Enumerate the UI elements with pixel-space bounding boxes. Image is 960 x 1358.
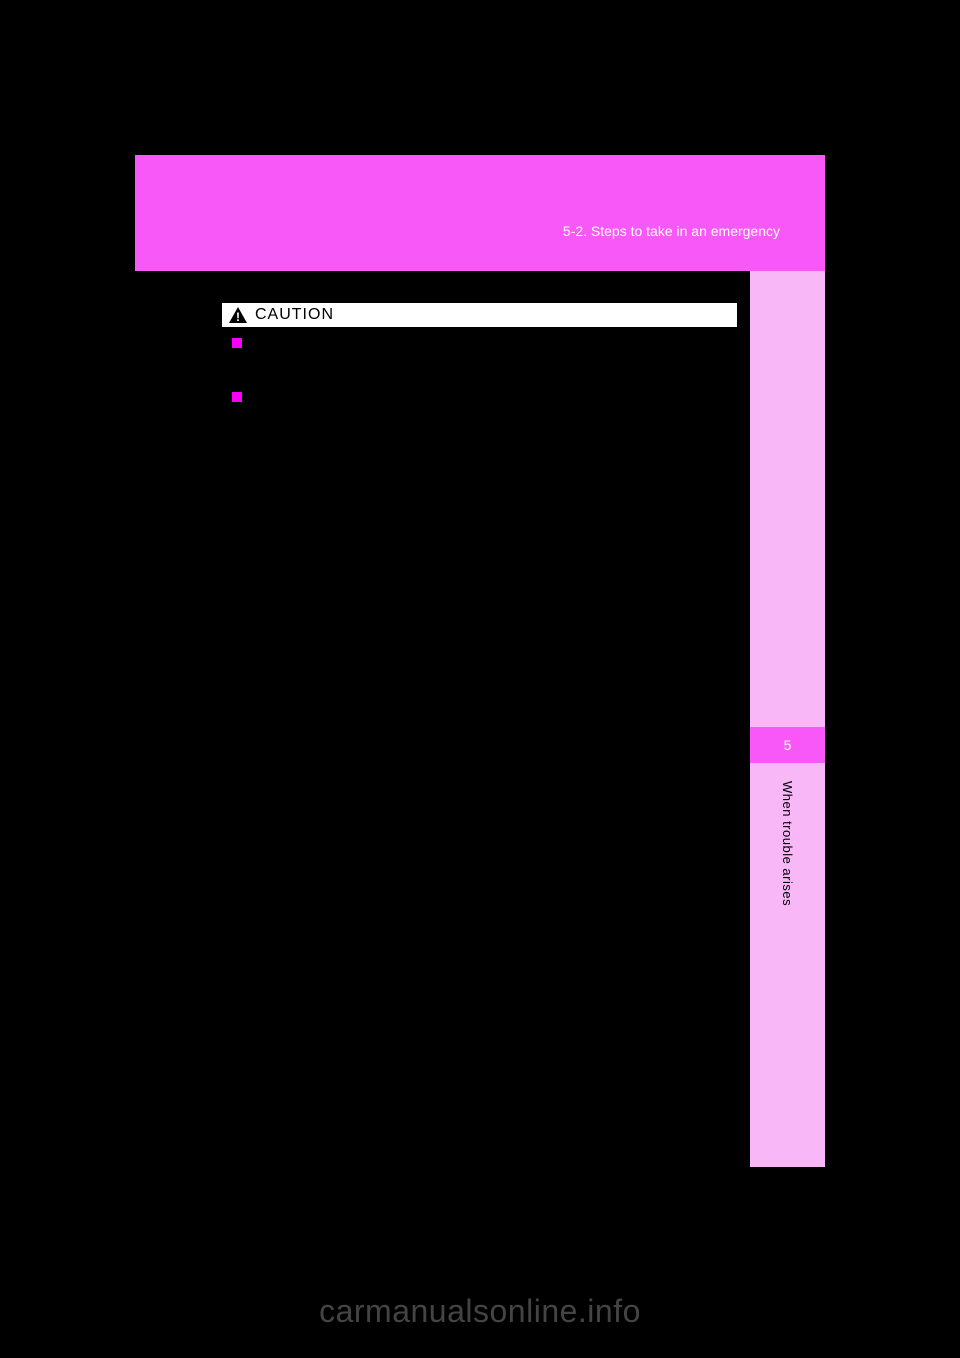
section-title: 5-2. Steps to take in an emergency (563, 223, 780, 239)
chapter-title-text: When trouble arises (780, 781, 795, 906)
caution-box: ! CAUTION (222, 303, 737, 327)
page-frame: 5-2. Steps to take in an emergency ! CAU… (135, 155, 825, 1167)
bullet-square-icon (232, 392, 242, 402)
content-area (135, 271, 750, 1167)
chapter-tab: 5 (750, 727, 825, 763)
svg-text:!: ! (236, 310, 240, 323)
warning-triangle-icon: ! (227, 304, 249, 326)
bullet-square-icon (232, 338, 242, 348)
header-bar: 5-2. Steps to take in an emergency (135, 155, 825, 271)
chapter-number: 5 (784, 737, 792, 753)
chapter-title-vertical: When trouble arises (750, 773, 825, 943)
caution-label: CAUTION (255, 306, 334, 324)
watermark-text: carmanualsonline.info (0, 1293, 960, 1330)
